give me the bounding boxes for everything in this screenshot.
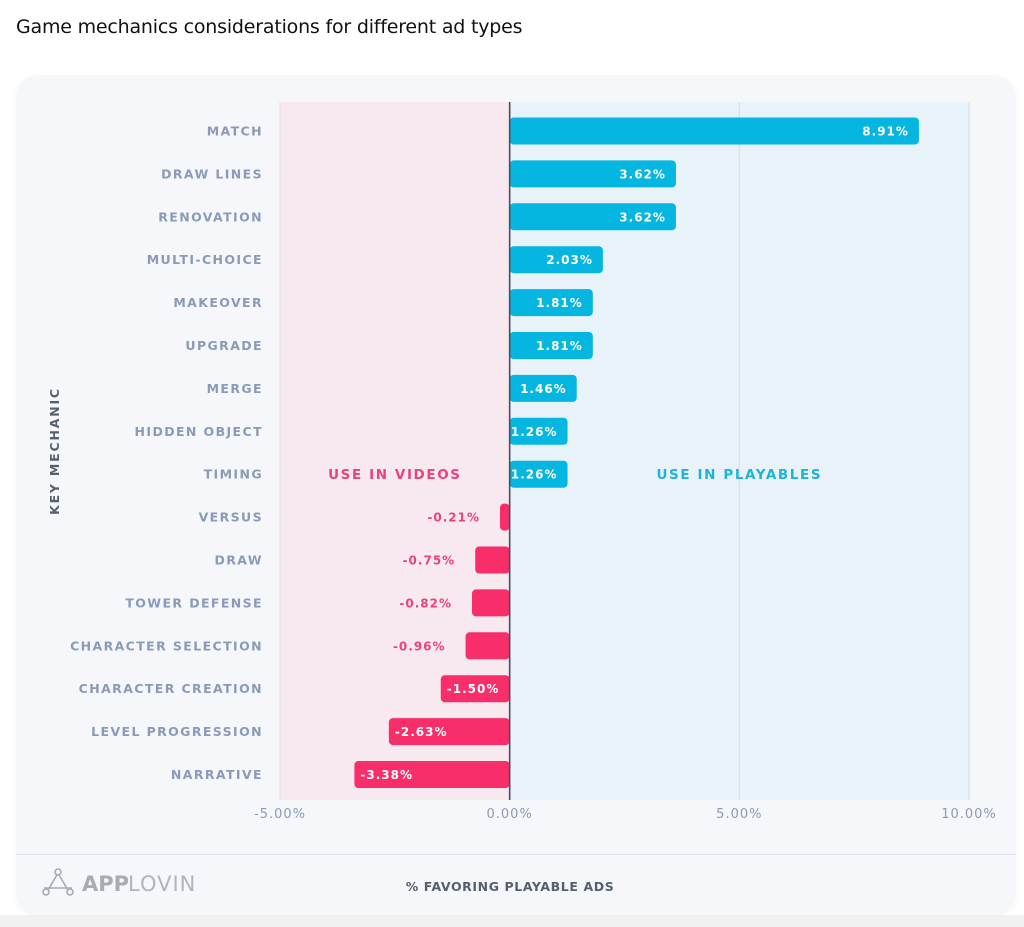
applovin-logo: APP LOVIN <box>42 868 196 896</box>
page-title: Game mechanics considerations for differ… <box>16 16 523 38</box>
bar <box>509 203 676 231</box>
zone-label-playables: USE IN PLAYABLES <box>657 467 823 483</box>
category-label: DRAW LINES <box>161 166 263 181</box>
x-tick-labels: -5.00% 0.00% 5.00% 10.00% <box>254 807 997 822</box>
bar-value-label: -3.38% <box>360 768 413 782</box>
category-label: CHARACTER CREATION <box>79 681 263 696</box>
category-label: TOWER DEFENSE <box>125 595 263 610</box>
bar <box>509 246 603 274</box>
bar <box>509 332 593 359</box>
category-label: DRAW <box>214 553 263 568</box>
bar <box>509 117 919 145</box>
bar-value-label: 1.26% <box>511 425 558 439</box>
bar-value-label: -0.82% <box>399 596 452 610</box>
page-bottom-edge <box>0 915 1024 927</box>
bar <box>472 589 510 617</box>
y-axis-label: KEY MECHANIC <box>47 387 62 515</box>
bar-value-label: 1.81% <box>536 296 583 310</box>
category-label: TIMING <box>204 467 263 482</box>
x-tick-label: 10.00% <box>941 807 997 822</box>
category-label: HIDDEN OBJECT <box>135 424 263 439</box>
category-label: VERSUS <box>199 510 263 525</box>
applovin-triangle-logo-icon <box>42 868 74 896</box>
brand-name-bold: APP <box>82 872 129 896</box>
category-label: CHARACTER SELECTION <box>70 638 263 653</box>
bar-value-label: 1.81% <box>536 339 583 353</box>
bar-value-label: 1.46% <box>520 382 567 396</box>
x-axis-label: % FAVORING PLAYABLE ADS <box>406 879 615 894</box>
bar-value-label: 1.26% <box>511 468 558 482</box>
x-tick-label: -5.00% <box>254 807 306 822</box>
category-label: NARRATIVE <box>171 767 263 782</box>
bar <box>388 718 510 746</box>
bar-value-label: -0.21% <box>427 511 480 525</box>
zone-label-videos: USE IN VIDEOS <box>328 467 462 483</box>
bar <box>509 460 568 488</box>
category-label: UPGRADE <box>185 338 263 353</box>
category-label: RENOVATION <box>158 209 263 224</box>
bar <box>465 632 510 660</box>
category-label: MAKEOVER <box>173 295 263 310</box>
bar <box>509 160 676 188</box>
brand-name-light: LOVIN <box>128 872 196 896</box>
bar-value-label: -1.50% <box>447 682 500 696</box>
category-label: MULTI-CHOICE <box>147 252 263 267</box>
x-tick-label: 5.00% <box>716 807 762 822</box>
bar-value-label: -0.75% <box>403 554 456 568</box>
bar-value-label: 2.03% <box>546 253 593 267</box>
category-label: MATCH <box>207 124 263 139</box>
category-label: MERGE <box>207 381 263 396</box>
bar <box>500 503 510 531</box>
bar <box>440 675 510 703</box>
bar-value-label: -2.63% <box>395 725 448 739</box>
x-tick-label: 0.00% <box>487 807 533 822</box>
bar <box>509 289 593 317</box>
bar <box>509 417 568 445</box>
bar-value-label: 3.62% <box>619 167 666 181</box>
bars: 8.91% 3.62% 3.62% 2.03% 1.81% 1.81% 1.46% 1.26%… <box>354 102 919 800</box>
category-labels: MATCH DRAW LINES RENOVATION MULTI-CHOICE MAK… <box>70 124 263 783</box>
bar <box>354 761 510 788</box>
gridlines <box>738 102 970 800</box>
bar-value-label: 3.62% <box>619 210 666 224</box>
bar <box>509 374 577 402</box>
bar <box>475 546 510 574</box>
bar-value-label: -0.96% <box>393 639 446 653</box>
bar-value-label: 8.91% <box>862 125 909 139</box>
category-label: LEVEL PROGRESSION <box>91 724 263 739</box>
footer-divider <box>16 854 1016 855</box>
